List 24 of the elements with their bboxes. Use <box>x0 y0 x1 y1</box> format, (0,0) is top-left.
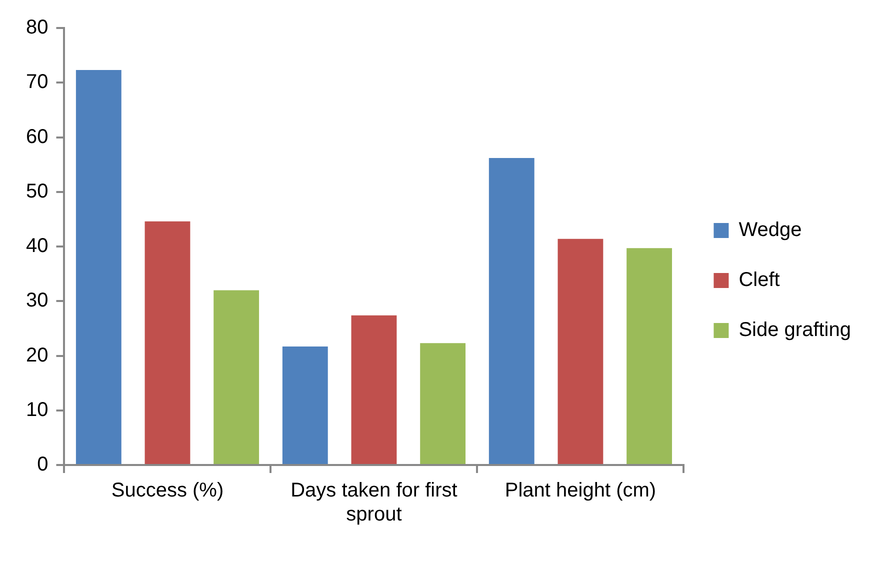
bar <box>282 346 328 464</box>
y-tick-label: 40 <box>26 235 48 258</box>
y-tick-label: 0 <box>37 454 48 476</box>
y-tick-label: 70 <box>26 71 48 94</box>
x-tick-label: Success (%) <box>111 480 224 502</box>
y-tick-label: 50 <box>26 180 48 202</box>
x-tick-label: Days taken for first sprout <box>290 480 458 526</box>
y-tick-label: 80 <box>26 16 48 39</box>
y-tick-label: 20 <box>26 344 48 366</box>
bar <box>76 70 122 464</box>
bar <box>351 315 397 464</box>
y-tick-label: 30 <box>26 290 48 312</box>
legend-label: Wedge <box>738 219 802 242</box>
legend-label: Cleft <box>738 269 780 292</box>
bar <box>214 290 260 464</box>
bar <box>558 238 604 464</box>
bar <box>488 158 534 464</box>
y-tick-label: 10 <box>26 398 48 421</box>
bar <box>626 248 672 464</box>
bar <box>420 343 466 464</box>
x-tick-label: Plant height (cm) <box>504 480 656 502</box>
legend-label: Side grafting <box>738 319 851 342</box>
y-tick-label: 60 <box>26 126 48 148</box>
bar <box>144 221 190 464</box>
